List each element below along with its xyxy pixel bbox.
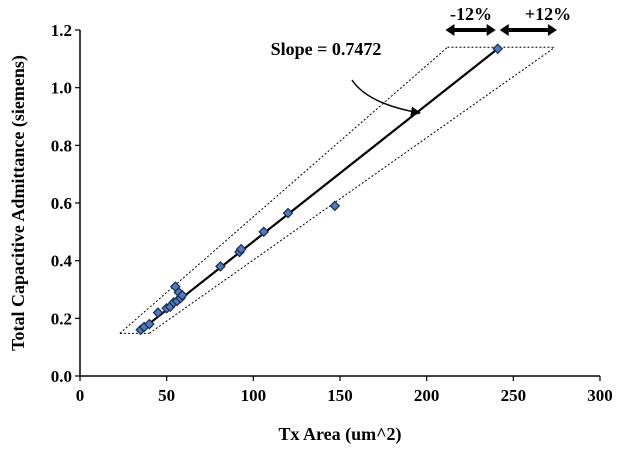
fit-line <box>139 47 499 332</box>
plus-12-arrow <box>499 24 557 36</box>
slope-label: Slope = 0.7472 <box>271 39 382 59</box>
data-point <box>329 200 341 212</box>
data-point <box>235 243 247 255</box>
minus-12-arrow <box>445 24 496 36</box>
x-tick-label: 0 <box>76 386 85 405</box>
y-tick-label: 0.4 <box>51 252 73 271</box>
x-tick-label: 200 <box>414 386 440 405</box>
y-tick-label: 1.2 <box>51 21 72 40</box>
data-point <box>176 289 188 301</box>
data-point <box>258 226 270 238</box>
x-tick-label: 150 <box>327 386 353 405</box>
data-point <box>282 207 294 219</box>
band-upper-line <box>119 46 448 334</box>
y-tick-label: 0.0 <box>51 367 72 386</box>
y-tick-label: 0.2 <box>51 309 72 328</box>
y-axis-title: Total Capacitive Admittance (siemens) <box>8 55 29 351</box>
minus-12-label: -12% <box>450 4 492 24</box>
percent-arrows <box>445 24 557 36</box>
data-point <box>143 318 155 330</box>
data-point <box>152 307 164 318</box>
fit-line-layer <box>139 47 499 332</box>
band-lower-line <box>149 46 556 334</box>
y-tick-label: 0.8 <box>51 136 72 155</box>
x-tick-label: 100 <box>241 386 267 405</box>
tolerance-band <box>119 46 556 334</box>
x-tick-label: 250 <box>501 386 527 405</box>
y-axis-ticks: 0.0 0.2 0.4 0.6 0.8 1.0 1.2 <box>51 21 80 386</box>
data-point <box>215 261 226 272</box>
x-tick-label: 300 <box>587 386 613 405</box>
data-points <box>135 43 504 336</box>
slope-arrow <box>351 79 421 117</box>
y-tick-label: 1.0 <box>51 79 72 98</box>
y-tick-label: 0.6 <box>51 194 72 213</box>
x-axis-title: Tx Area (um^2) <box>278 424 401 445</box>
plus-12-label: +12% <box>525 4 571 24</box>
x-axis-ticks: 0 50 100 150 200 250 300 <box>76 376 613 405</box>
data-point <box>492 43 504 55</box>
x-tick-label: 50 <box>158 386 175 405</box>
